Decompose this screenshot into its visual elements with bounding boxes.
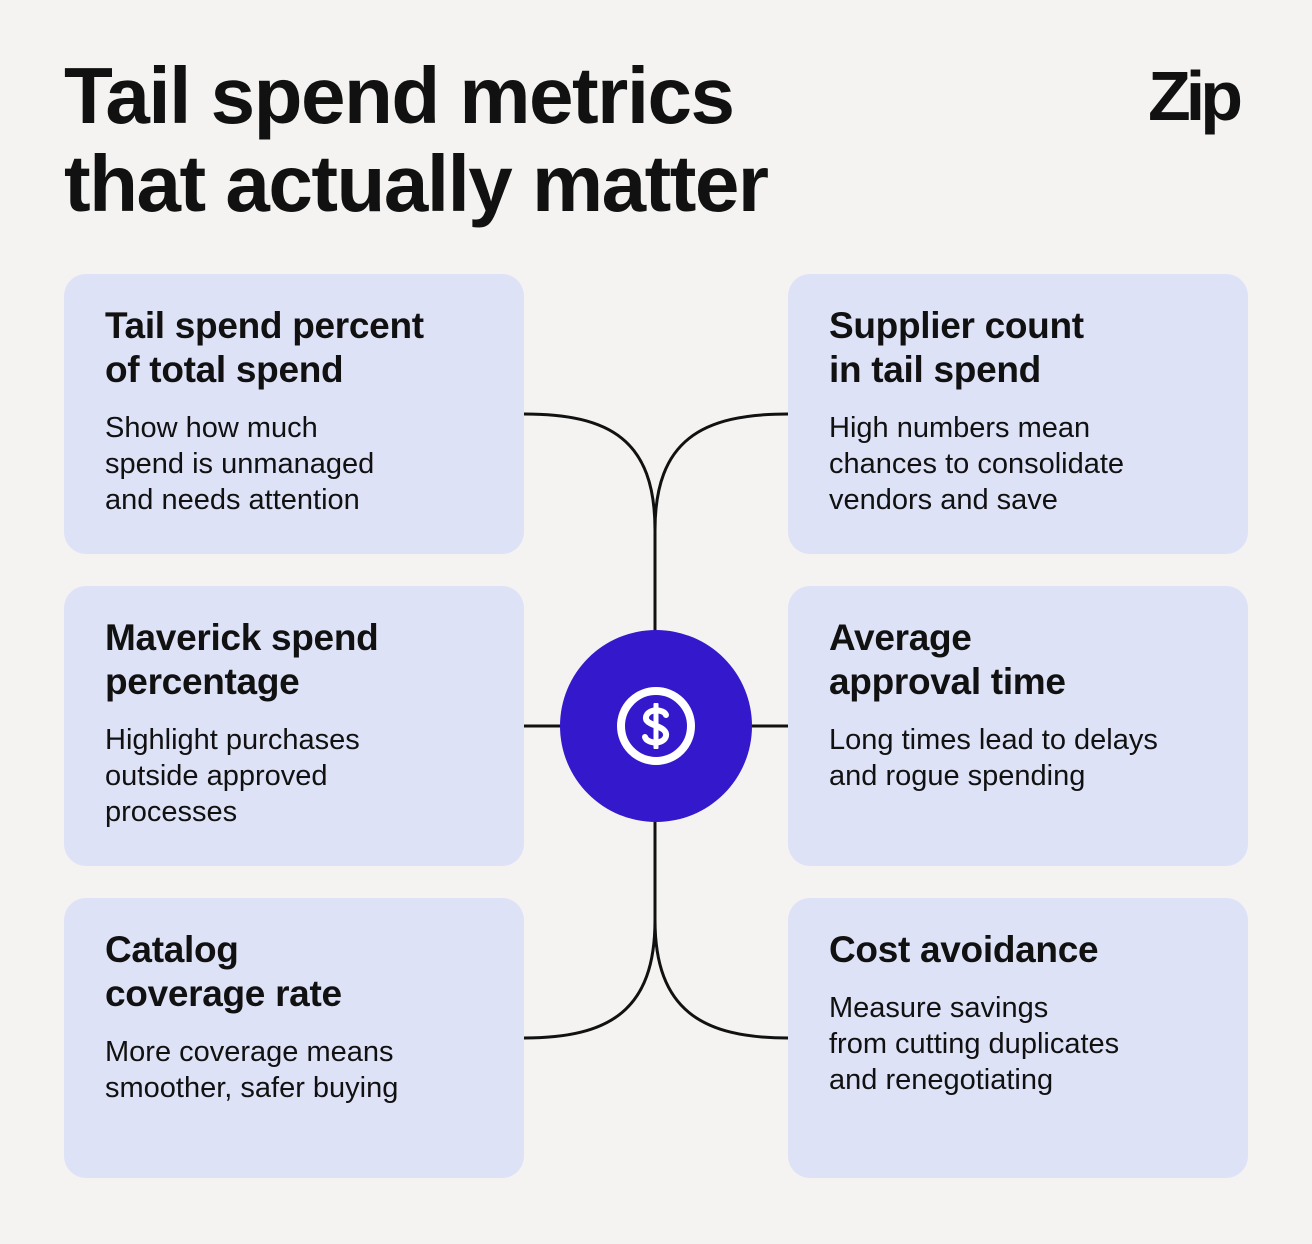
metric-card-catalog-coverage: Catalog coverage rate More coverage mean… (64, 898, 524, 1178)
zip-logo: Zip (1148, 57, 1243, 135)
metric-title: Cost avoidance (829, 929, 1099, 970)
metric-card-approval-time: Average approval time Long times lead to… (788, 586, 1248, 866)
center-hub (560, 630, 752, 822)
metric-description: Measure savings from cutting duplicates … (829, 992, 1120, 1096)
metric-description: Show how much spend is unmanaged and nee… (105, 412, 375, 516)
metric-description: More coverage means smoother, safer buyi… (105, 1036, 399, 1104)
metric-description: High numbers mean chances to consolidate… (829, 412, 1125, 516)
metric-title: Maverick spend percentage (105, 617, 379, 702)
connector-top-left (523, 412, 657, 531)
connector-top-right (653, 412, 789, 531)
page-title: Tail spend metrics that actually matter (64, 52, 964, 228)
metric-title: Catalog coverage rate (105, 929, 342, 1014)
connector-bottom-right (653, 919, 789, 1040)
metric-title: Average approval time (829, 617, 1066, 702)
title-line-2: that actually matter (64, 139, 769, 228)
metric-title: Tail spend percent of total spend (105, 305, 424, 390)
metric-card-supplier-count: Supplier count in tail spend High number… (788, 274, 1248, 554)
metric-description: Highlight purchases outside approved pro… (105, 724, 360, 828)
metric-title: Supplier count in tail spend (829, 305, 1084, 390)
connector-bottom-left (523, 919, 657, 1040)
metric-card-maverick-spend: Maverick spend percentage Highlight purc… (64, 586, 524, 866)
title-line-1: Tail spend metrics (64, 51, 735, 140)
metric-card-tail-spend-percent: Tail spend percent of total spend Show h… (64, 274, 524, 554)
metric-card-cost-avoidance: Cost avoidance Measure savings from cutt… (788, 898, 1248, 1178)
dollar-coin-icon (617, 687, 695, 765)
metric-description: Long times lead to delays and rogue spen… (829, 724, 1158, 792)
